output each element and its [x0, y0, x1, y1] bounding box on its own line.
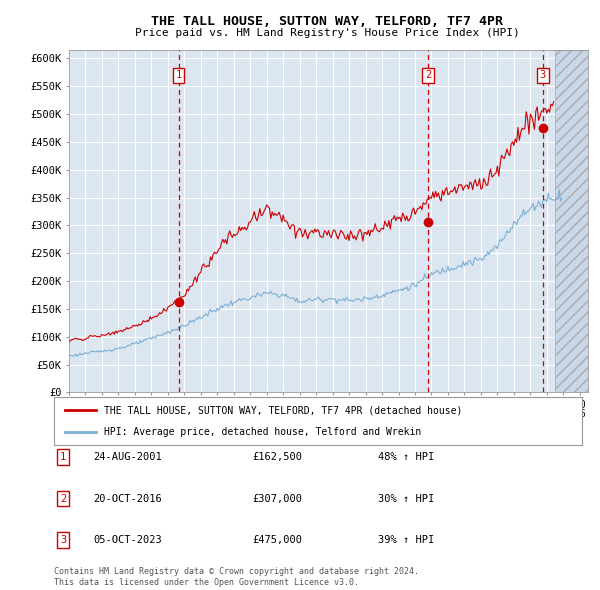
Text: 3: 3 — [540, 70, 546, 80]
Text: 1: 1 — [175, 70, 182, 80]
Bar — [555, 50, 588, 392]
Text: £162,500: £162,500 — [252, 453, 302, 462]
Text: 2: 2 — [60, 494, 66, 503]
Text: THE TALL HOUSE, SUTTON WAY, TELFORD, TF7 4PR (detached house): THE TALL HOUSE, SUTTON WAY, TELFORD, TF7… — [104, 405, 463, 415]
Text: 20-OCT-2016: 20-OCT-2016 — [93, 494, 162, 503]
Text: 30% ↑ HPI: 30% ↑ HPI — [378, 494, 434, 503]
Text: 1: 1 — [60, 453, 66, 462]
Text: HPI: Average price, detached house, Telford and Wrekin: HPI: Average price, detached house, Telf… — [104, 427, 421, 437]
Text: 3: 3 — [60, 535, 66, 545]
Text: 05-OCT-2023: 05-OCT-2023 — [93, 535, 162, 545]
Text: Price paid vs. HM Land Registry's House Price Index (HPI): Price paid vs. HM Land Registry's House … — [134, 28, 520, 38]
Text: £475,000: £475,000 — [252, 535, 302, 545]
Text: 24-AUG-2001: 24-AUG-2001 — [93, 453, 162, 462]
Text: £307,000: £307,000 — [252, 494, 302, 503]
Text: THE TALL HOUSE, SUTTON WAY, TELFORD, TF7 4PR: THE TALL HOUSE, SUTTON WAY, TELFORD, TF7… — [151, 15, 503, 28]
Text: Contains HM Land Registry data © Crown copyright and database right 2024.: Contains HM Land Registry data © Crown c… — [54, 566, 419, 576]
Text: This data is licensed under the Open Government Licence v3.0.: This data is licensed under the Open Gov… — [54, 578, 359, 588]
Text: 48% ↑ HPI: 48% ↑ HPI — [378, 453, 434, 462]
Text: 39% ↑ HPI: 39% ↑ HPI — [378, 535, 434, 545]
Text: 2: 2 — [425, 70, 431, 80]
